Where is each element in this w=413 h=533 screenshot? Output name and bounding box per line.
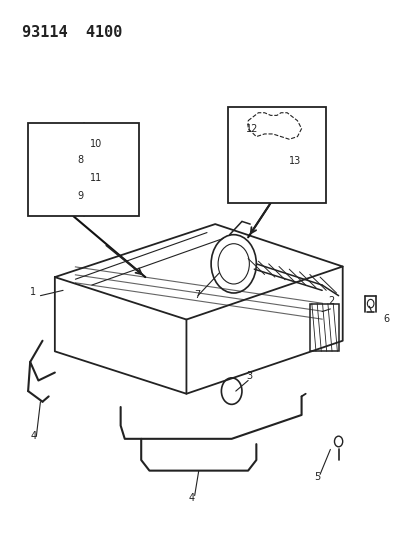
Text: 6: 6 (382, 314, 388, 324)
Bar (227, 108, 325, 203)
Text: 5: 5 (313, 472, 319, 482)
Text: 93114  4100: 93114 4100 (22, 25, 122, 41)
Bar (28, 123, 139, 216)
Text: 4: 4 (188, 493, 194, 503)
Text: 9: 9 (77, 191, 83, 200)
Text: 13: 13 (289, 156, 301, 166)
Text: 8: 8 (77, 155, 83, 165)
Bar (309, 304, 338, 351)
Text: 2: 2 (328, 296, 334, 305)
Text: 3: 3 (245, 371, 252, 381)
Text: 1: 1 (30, 287, 36, 296)
Text: 12: 12 (245, 124, 258, 134)
Text: 11: 11 (90, 173, 102, 183)
Text: 10: 10 (90, 139, 102, 149)
Circle shape (119, 176, 123, 182)
Text: 7: 7 (193, 290, 199, 300)
Text: 4: 4 (30, 431, 36, 441)
